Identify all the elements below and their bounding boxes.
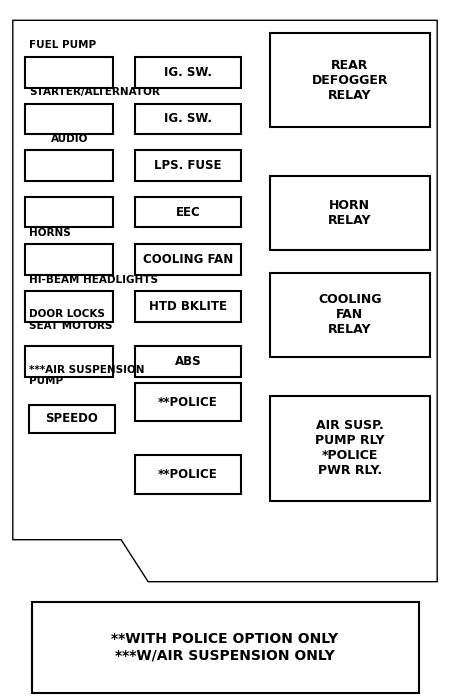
Text: **POLICE: **POLICE — [158, 395, 218, 409]
Text: STARTER/ALTERNATOR: STARTER/ALTERNATOR — [29, 87, 160, 97]
Text: LPS. FUSE: LPS. FUSE — [154, 159, 221, 172]
Text: IG. SW.: IG. SW. — [164, 113, 212, 125]
Text: **POLICE: **POLICE — [158, 468, 218, 481]
FancyBboxPatch shape — [135, 197, 241, 228]
Text: IG. SW.: IG. SW. — [164, 66, 212, 78]
FancyBboxPatch shape — [25, 346, 112, 377]
Text: REAR
DEFOGGER
RELAY: REAR DEFOGGER RELAY — [311, 59, 388, 102]
Text: HI-BEAM HEADLIGHTS: HI-BEAM HEADLIGHTS — [29, 275, 158, 285]
FancyBboxPatch shape — [270, 33, 430, 127]
FancyBboxPatch shape — [135, 383, 241, 421]
FancyBboxPatch shape — [135, 104, 241, 134]
FancyBboxPatch shape — [135, 244, 241, 275]
Polygon shape — [14, 21, 436, 581]
Text: SPEEDO: SPEEDO — [45, 412, 99, 425]
Polygon shape — [14, 21, 436, 581]
Text: ABS: ABS — [175, 355, 201, 368]
FancyBboxPatch shape — [25, 291, 112, 322]
Text: COOLING
FAN
RELAY: COOLING FAN RELAY — [318, 293, 382, 337]
FancyBboxPatch shape — [135, 57, 241, 88]
FancyBboxPatch shape — [270, 395, 430, 500]
FancyBboxPatch shape — [25, 104, 112, 134]
FancyBboxPatch shape — [135, 346, 241, 377]
Text: AIR SUSP.
PUMP RLY
*POLICE
PWR RLY.: AIR SUSP. PUMP RLY *POLICE PWR RLY. — [315, 419, 385, 477]
FancyBboxPatch shape — [25, 150, 112, 181]
Text: HORNS: HORNS — [29, 228, 71, 238]
FancyBboxPatch shape — [135, 291, 241, 322]
Text: DOOR LOCKS
SEAT MOTORS: DOOR LOCKS SEAT MOTORS — [29, 309, 112, 331]
FancyBboxPatch shape — [25, 57, 112, 88]
Text: HTD BKLITE: HTD BKLITE — [149, 300, 227, 313]
Text: AUDIO: AUDIO — [51, 134, 89, 143]
FancyBboxPatch shape — [135, 150, 241, 181]
FancyBboxPatch shape — [270, 273, 430, 357]
FancyBboxPatch shape — [32, 602, 419, 693]
Text: **WITH POLICE OPTION ONLY
***W/AIR SUSPENSION ONLY: **WITH POLICE OPTION ONLY ***W/AIR SUSPE… — [112, 632, 338, 663]
FancyBboxPatch shape — [270, 176, 430, 250]
FancyBboxPatch shape — [29, 405, 115, 433]
Text: ***AIR SUSPENSION
PUMP: ***AIR SUSPENSION PUMP — [29, 365, 145, 386]
Text: EEC: EEC — [176, 206, 200, 218]
Text: COOLING FAN: COOLING FAN — [143, 253, 233, 266]
FancyBboxPatch shape — [135, 455, 241, 493]
FancyBboxPatch shape — [25, 197, 112, 228]
Text: FUEL PUMP: FUEL PUMP — [29, 41, 96, 50]
FancyBboxPatch shape — [25, 244, 112, 275]
Text: HORN
RELAY: HORN RELAY — [328, 199, 372, 227]
